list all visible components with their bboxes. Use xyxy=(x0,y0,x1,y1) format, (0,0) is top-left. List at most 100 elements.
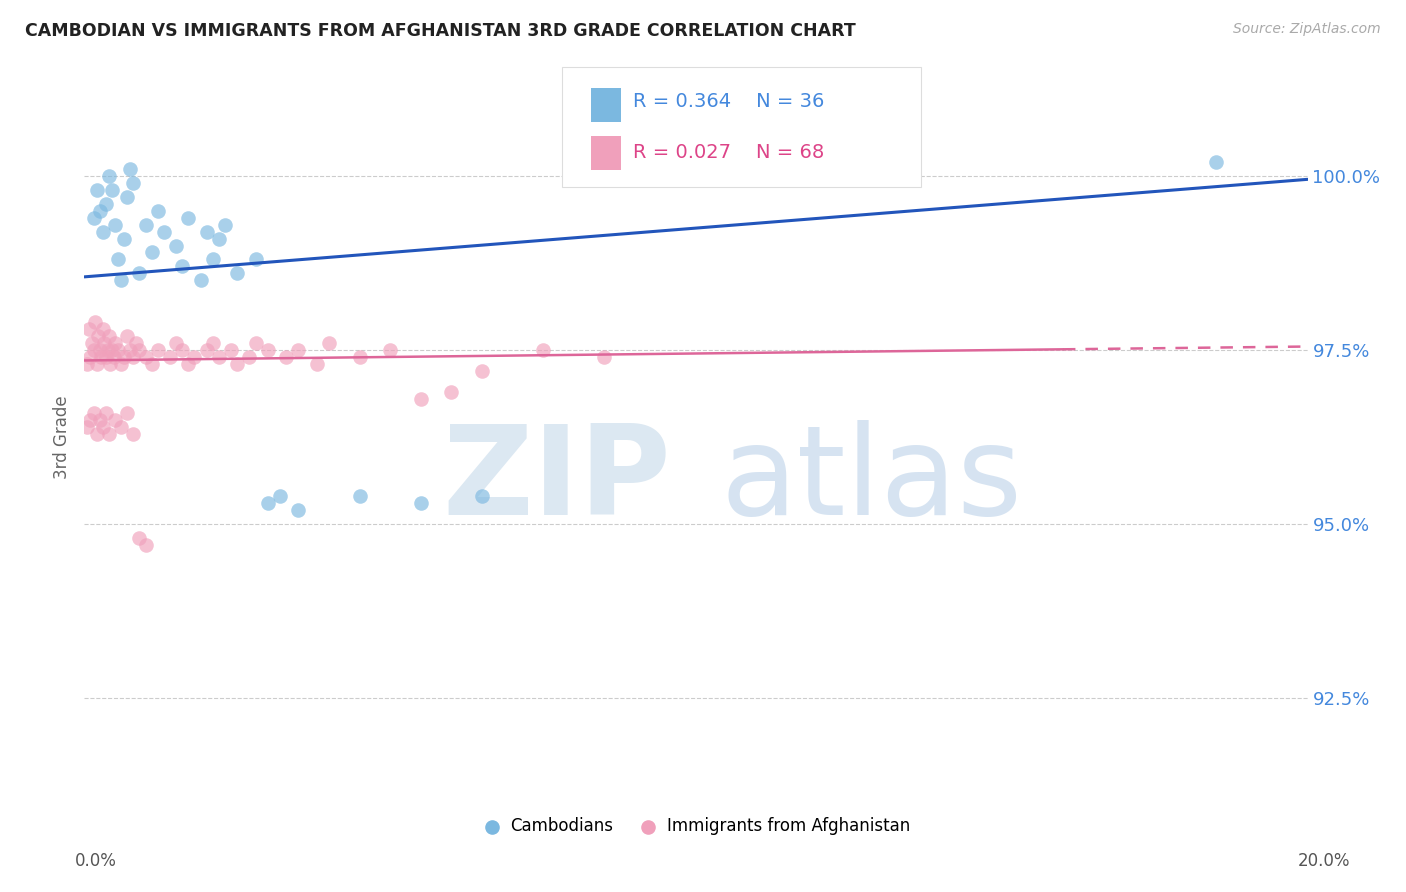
Point xyxy=(86,426,108,441)
Point xyxy=(107,252,129,267)
Point xyxy=(115,406,138,420)
Text: 20.0%: 20.0% xyxy=(1298,852,1351,870)
Point xyxy=(97,329,120,343)
Point xyxy=(177,211,200,225)
Point xyxy=(276,350,298,364)
Point xyxy=(159,350,181,364)
Point xyxy=(208,231,231,245)
Point xyxy=(120,343,142,357)
Point xyxy=(91,225,114,239)
Point xyxy=(1205,155,1227,169)
Point xyxy=(195,225,218,239)
Point xyxy=(471,364,494,378)
Y-axis label: 3rd Grade: 3rd Grade xyxy=(53,395,72,479)
Point xyxy=(172,343,194,357)
Point xyxy=(593,350,616,364)
Text: R = 0.027    N = 68: R = 0.027 N = 68 xyxy=(633,144,824,162)
Point xyxy=(104,412,127,426)
Text: ZIP: ZIP xyxy=(443,420,672,541)
Point xyxy=(409,392,432,406)
Point xyxy=(122,426,145,441)
Point xyxy=(122,176,145,190)
Point xyxy=(135,218,157,232)
Point xyxy=(471,489,494,503)
Point xyxy=(83,211,105,225)
Point xyxy=(107,343,129,357)
Point xyxy=(172,260,194,274)
Point xyxy=(141,245,163,260)
Text: atlas: atlas xyxy=(720,420,1022,541)
Point xyxy=(97,343,120,357)
Point xyxy=(77,322,100,336)
Point xyxy=(165,238,187,252)
Point xyxy=(110,419,132,434)
Point xyxy=(201,252,224,267)
Point xyxy=(76,357,98,371)
Point xyxy=(146,203,169,218)
Point xyxy=(257,343,280,357)
Point xyxy=(245,252,267,267)
Point xyxy=(91,419,114,434)
Point xyxy=(219,343,242,357)
Text: Source: ZipAtlas.com: Source: ZipAtlas.com xyxy=(1233,22,1381,37)
Point xyxy=(190,273,212,287)
Point xyxy=(349,350,371,364)
Point xyxy=(146,343,169,357)
Point xyxy=(104,218,127,232)
Point xyxy=(153,225,176,239)
Point xyxy=(112,231,135,245)
Point xyxy=(104,336,127,351)
Point xyxy=(93,336,115,351)
Point xyxy=(80,336,103,351)
Point xyxy=(128,343,150,357)
Point xyxy=(94,406,117,420)
Point xyxy=(201,336,224,351)
Point xyxy=(440,384,463,399)
Point xyxy=(122,350,145,364)
Point xyxy=(287,503,309,517)
Point xyxy=(91,322,114,336)
Point xyxy=(76,419,98,434)
Point xyxy=(101,183,124,197)
Point xyxy=(128,531,150,545)
Point xyxy=(89,343,111,357)
Point xyxy=(208,350,231,364)
Point xyxy=(83,343,105,357)
Point xyxy=(90,350,112,364)
Point xyxy=(165,336,187,351)
Point xyxy=(183,350,205,364)
Point xyxy=(287,343,309,357)
Text: 0.0%: 0.0% xyxy=(75,852,117,870)
Point xyxy=(135,538,157,552)
Point xyxy=(89,203,111,218)
Point xyxy=(98,357,121,371)
Point xyxy=(86,357,108,371)
Point xyxy=(103,350,125,364)
Point xyxy=(87,329,110,343)
Point xyxy=(305,357,328,371)
Text: R = 0.364    N = 36: R = 0.364 N = 36 xyxy=(633,92,824,111)
Text: CAMBODIAN VS IMMIGRANTS FROM AFGHANISTAN 3RD GRADE CORRELATION CHART: CAMBODIAN VS IMMIGRANTS FROM AFGHANISTAN… xyxy=(25,22,856,40)
Point xyxy=(115,329,138,343)
Point xyxy=(115,190,138,204)
Point xyxy=(79,350,101,364)
Point xyxy=(245,336,267,351)
Point xyxy=(195,343,218,357)
Point xyxy=(380,343,402,357)
Point xyxy=(112,350,135,364)
Point xyxy=(214,218,236,232)
Point xyxy=(141,357,163,371)
Point xyxy=(409,496,432,510)
Legend: Cambodians, Immigrants from Afghanistan: Cambodians, Immigrants from Afghanistan xyxy=(475,811,917,842)
Point xyxy=(177,357,200,371)
Point xyxy=(101,343,124,357)
Point xyxy=(94,196,117,211)
Point xyxy=(318,336,340,351)
Point xyxy=(94,350,117,364)
Point xyxy=(349,489,371,503)
Point xyxy=(531,343,554,357)
Point xyxy=(110,273,132,287)
Point xyxy=(97,169,120,183)
Point xyxy=(128,266,150,280)
Point xyxy=(238,350,260,364)
